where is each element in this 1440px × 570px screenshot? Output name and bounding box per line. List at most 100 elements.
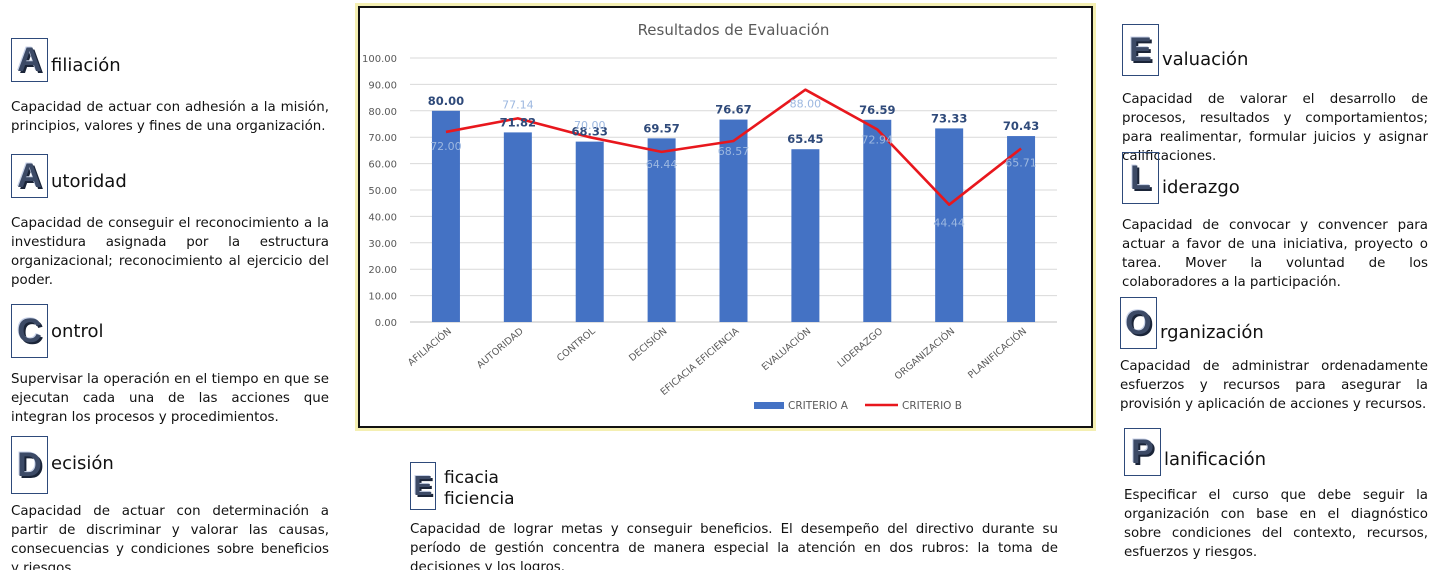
line-value-label: 44.44 — [933, 217, 965, 230]
bar-criterio-a — [863, 119, 892, 322]
entry-description: Supervisar la operación en el tiempo en … — [11, 372, 329, 425]
entry-planificacion: P lanificación Especificar el curso que … — [1124, 428, 1428, 562]
y-tick-label: 70.00 — [368, 133, 397, 144]
heading-rest-line-1: ficacia — [444, 468, 499, 488]
entry-autoridad: A utoridad Capacidad de conseguir el rec… — [11, 154, 329, 290]
bar-value-label: 69.57 — [643, 121, 679, 135]
heading-rest: lanificación — [1164, 449, 1267, 470]
chart-frame: Resultados de Evaluación 0.00 10.00 20.00 30… — [358, 6, 1093, 428]
y-tick-label: 30.00 — [368, 239, 397, 250]
entry-eficacia-eficiencia: E ficacia ficiencia Capacidad de lograr … — [410, 462, 1058, 570]
heading-rest: ontrol — [51, 321, 104, 342]
x-tick-label: CONTROL — [555, 325, 598, 364]
y-tick-label: 20.00 — [368, 265, 397, 276]
initial-letter-box: A — [11, 38, 48, 82]
bar-criterio-a — [1007, 136, 1036, 322]
legend-label-criterio-a: CRITERIO A — [788, 400, 849, 412]
entry-description: Especificar el curso que debe seguir la … — [1124, 488, 1428, 560]
line-value-label: 70.00 — [574, 119, 606, 132]
entry-heading: D ecisión — [11, 436, 329, 494]
entry-organizacion: O rganización Capacidad de administrar o… — [1120, 297, 1428, 414]
line-value-label: 64.44 — [646, 158, 678, 171]
entry-heading: L iderazgo — [1122, 152, 1428, 204]
bar-value-label: 76.67 — [715, 103, 751, 117]
bar-value-label: 65.45 — [787, 132, 823, 146]
bar-value-label: 73.33 — [931, 111, 967, 125]
heading-rest-line-2: ficiencia — [444, 489, 515, 509]
y-tick-label: 10.00 — [368, 292, 397, 303]
entry-description: Capacidad de administrar ordenadamente e… — [1120, 359, 1428, 412]
entry-heading: E ficacia ficiencia — [410, 462, 1058, 510]
entry-heading: E valuación — [1122, 24, 1428, 76]
initial-letter-box: L — [1122, 152, 1159, 204]
bar-value-label: 76.59 — [859, 103, 895, 117]
line-value-label: 88.00 — [790, 98, 822, 111]
bar-value-label: 70.43 — [1003, 119, 1039, 133]
initial-letter-box: D — [11, 436, 48, 494]
y-tick-label: 40.00 — [368, 212, 397, 223]
evaluation-chart: Resultados de Evaluación 0.00 10.00 20.00 30… — [362, 21, 1057, 412]
entry-description: Capacidad de lograr metas y conseguir be… — [410, 522, 1058, 570]
heading-rest: iderazgo — [1162, 177, 1240, 198]
initial-letter-box: P — [1124, 428, 1161, 476]
initial-letter-box: E — [1122, 24, 1159, 76]
line-criterio-b — [445, 88, 1022, 206]
x-tick-label: LIDERAZGO — [836, 326, 886, 370]
initial-letter-box: A — [11, 154, 48, 198]
x-tick-label: ORGANIZACIÓN — [892, 325, 957, 382]
entry-heading: C ontrol — [11, 304, 329, 358]
entry-afiliacion: A filiación Capacidad de actuar con adhe… — [11, 38, 329, 136]
x-tick-label: PLANIFICACIÓN — [965, 325, 1029, 381]
line-value-label: 65.71 — [1005, 157, 1037, 170]
y-tick-label: 90.00 — [368, 80, 397, 91]
x-tick-label: EVALUACIÓN — [759, 325, 813, 373]
heading-rest: valuación — [1162, 49, 1249, 70]
legend-swatch-criterio-a — [754, 402, 784, 409]
initial-letter-box: O — [1120, 297, 1157, 349]
entry-liderazgo: L iderazgo Capacidad de convocar y conve… — [1122, 152, 1428, 292]
initial-letter-box: E — [410, 462, 436, 510]
entry-description: Capacidad de actuar con determinación a … — [11, 504, 329, 570]
bar-criterio-a — [935, 128, 964, 322]
bar-value-label: 71.82 — [500, 115, 536, 129]
entry-description: Capacidad de actuar con adhesión a la mi… — [11, 100, 329, 134]
bar-criterio-a — [647, 138, 676, 322]
bar-criterio-a — [575, 141, 604, 322]
bar-value-label: 68.33 — [572, 125, 608, 139]
entry-description: Capacidad de valorar el desarrollo de pr… — [1122, 92, 1428, 164]
bar-criterio-a — [431, 110, 460, 322]
heading-rest: rganización — [1160, 322, 1264, 343]
bar-criterio-a — [719, 119, 748, 322]
heading-rest: filiación — [51, 55, 121, 76]
bar-criterio-a — [503, 132, 532, 322]
entry-control: C ontrol Supervisar la operación en el t… — [11, 304, 329, 427]
y-tick-label: 60.00 — [368, 160, 397, 171]
x-tick-label: DECISIÓN — [626, 325, 669, 364]
entry-description: Capacidad de conseguir el reconocimiento… — [11, 216, 329, 288]
bar-criterio-a — [791, 149, 820, 322]
chart-title: Resultados de Evaluación — [638, 21, 830, 39]
x-tick-label: EFICACIA EFICIENCIA — [659, 326, 742, 398]
y-tick-label: 80.00 — [368, 107, 397, 118]
line-value-label: 68.57 — [718, 145, 750, 158]
heading-rest: utoridad — [51, 171, 127, 192]
line-value-label: 72.94 — [862, 133, 894, 146]
x-tick-label: AFILIACIÓN — [405, 325, 453, 368]
initial-letter-box: C — [11, 304, 48, 358]
entry-decision: D ecisión Capacidad de actuar con determ… — [11, 436, 329, 570]
entry-description: Capacidad de convocar y convencer para a… — [1122, 218, 1428, 290]
entry-heading: P lanificación — [1124, 428, 1428, 476]
entry-heading: A filiación — [11, 38, 329, 82]
line-value-label: 77.14 — [502, 98, 534, 111]
legend-label-criterio-b: CRITERIO B — [902, 400, 962, 412]
y-tick-label: 50.00 — [368, 186, 397, 197]
entry-heading: O rganización — [1120, 297, 1428, 349]
y-tick-label: 0.00 — [375, 318, 397, 329]
y-tick-label: 100.00 — [362, 54, 397, 65]
x-tick-label: AUTORIDAD — [475, 326, 526, 371]
heading-rest: ecisión — [51, 453, 114, 474]
entry-evaluacion: E valuación Capacidad de valorar el desa… — [1122, 24, 1428, 166]
line-value-label: 72.00 — [430, 140, 462, 153]
entry-heading: A utoridad — [11, 154, 329, 198]
bar-value-label: 80.00 — [428, 94, 464, 108]
